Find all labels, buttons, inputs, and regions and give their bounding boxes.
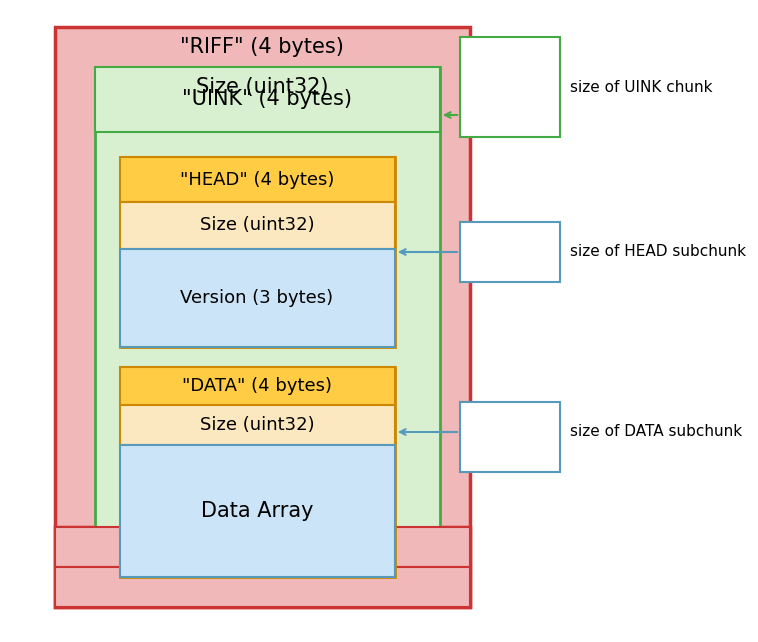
Bar	[55, 27, 470, 607]
Text: size of HEAD subchunk: size of HEAD subchunk	[570, 245, 746, 259]
Text: Size (uint32): Size (uint32)	[199, 216, 315, 234]
Bar	[460, 37, 560, 137]
Bar	[120, 157, 395, 347]
Text: "UINK" (4 bytes): "UINK" (4 bytes)	[182, 89, 352, 109]
Text: Size (uint32): Size (uint32)	[199, 416, 315, 434]
Text: "HEAD" (4 bytes): "HEAD" (4 bytes)	[180, 171, 334, 189]
Text: "DATA" (4 bytes): "DATA" (4 bytes)	[182, 377, 332, 395]
Bar	[95, 67, 440, 587]
Bar	[55, 527, 470, 607]
Text: size of DATA subchunk: size of DATA subchunk	[570, 424, 742, 440]
Bar	[120, 367, 395, 577]
Bar	[55, 527, 470, 567]
Bar	[460, 402, 560, 472]
Bar	[95, 67, 440, 132]
Text: size of UINK chunk: size of UINK chunk	[570, 80, 713, 94]
Text: Data Array: Data Array	[201, 501, 313, 521]
Bar	[120, 202, 395, 249]
Text: "RIFF" (4 bytes): "RIFF" (4 bytes)	[180, 37, 344, 57]
Text: Version (3 bytes): Version (3 bytes)	[180, 289, 334, 307]
Bar	[120, 157, 395, 202]
Bar	[120, 367, 395, 405]
Bar	[120, 445, 395, 577]
Bar	[120, 249, 395, 347]
Bar	[120, 405, 395, 445]
Text: Size (uint32): Size (uint32)	[196, 77, 328, 97]
Bar	[55, 567, 470, 607]
Bar	[460, 222, 560, 282]
